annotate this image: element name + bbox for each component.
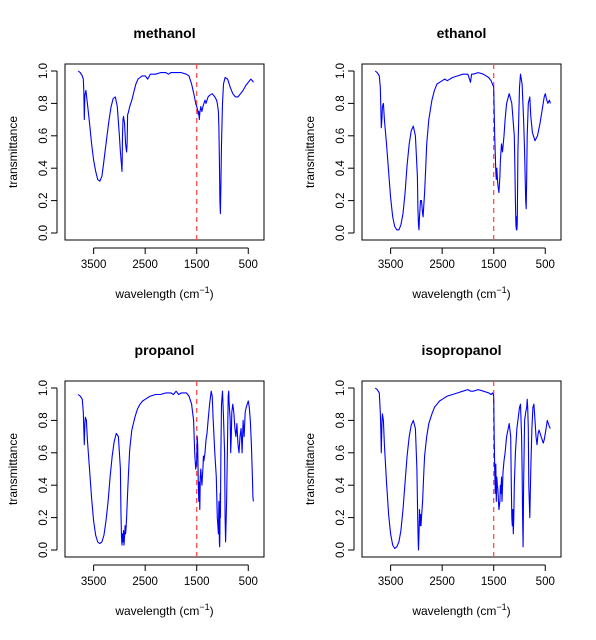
chart-panel: isopropanol 3500 2500 1500 500 0.0 0.2 0.4 0.6 0.…: [303, 342, 562, 618]
y-tick-label: 0.0: [38, 542, 50, 558]
x-axis-label-close: ): [210, 287, 214, 301]
y-tick-label: 0.0: [335, 542, 347, 558]
x-tick-label: 1500: [184, 259, 210, 271]
y-tick-label: 0.8: [38, 95, 50, 111]
y-tick-label: 0.8: [335, 95, 347, 111]
x-axis-label: wavelength (cm−1): [114, 602, 213, 618]
y-tick-label: 0.4: [38, 477, 50, 494]
x-tick-label: 2500: [132, 259, 158, 271]
y-tick-label: 0.8: [38, 412, 50, 428]
y-tick-label: 0.2: [38, 193, 50, 209]
x-tick-label: 3500: [81, 576, 107, 588]
chart-panel: ethanol 3500 2500 1500 500 0.0 0.2 0.4 0.6 0.8 1.0…: [303, 25, 562, 301]
y-tick-label: 0.0: [38, 225, 50, 241]
x-axis-label: wavelength (cm−1): [411, 285, 510, 301]
chart-panel: propanol 3500 2500 1500 500 0.0 0.2 0.4 0.6 0.8 1.…: [6, 342, 265, 618]
y-tick-label: 0.6: [38, 445, 50, 461]
x-axis-label: wavelength (cm−1): [114, 285, 213, 301]
y-axis-label: transmittance: [6, 116, 20, 188]
y-tick-label: 0.0: [335, 225, 347, 241]
plot-frame: [64, 63, 265, 241]
x-tick-label: 500: [536, 259, 555, 271]
x-axis-label-text: wavelength (cm: [114, 604, 199, 618]
y-tick-label: 0.8: [335, 412, 347, 428]
plot-frame: [64, 380, 265, 558]
x-tick-label: 500: [239, 576, 258, 588]
y-axis-label: transmittance: [303, 116, 317, 188]
x-tick-label: 1500: [184, 576, 210, 588]
chart-title: propanol: [135, 342, 195, 358]
x-axis-label-text: wavelength (cm: [411, 287, 496, 301]
y-tick-label: 1.0: [335, 63, 347, 79]
x-axis-label-close: ): [507, 604, 511, 618]
y-tick-label: 0.6: [335, 445, 347, 461]
x-tick-label: 3500: [81, 259, 107, 271]
chart-title: ethanol: [437, 25, 487, 41]
x-axis-label-superscript: −1: [496, 285, 506, 295]
y-tick-label: 1.0: [335, 380, 347, 396]
x-axis-label-superscript: −1: [496, 602, 506, 612]
y-tick-label: 1.0: [38, 380, 50, 396]
x-axis-label-text: wavelength (cm: [411, 604, 496, 618]
x-tick-label: 1500: [481, 576, 507, 588]
y-tick-label: 0.4: [335, 477, 347, 494]
x-axis-label: wavelength (cm−1): [411, 602, 510, 618]
x-tick-label: 500: [536, 576, 555, 588]
plot-frame: [361, 63, 562, 241]
x-tick-label: 500: [239, 259, 258, 271]
x-axis-label-superscript: −1: [199, 602, 209, 612]
chart-title: isopropanol: [421, 342, 501, 358]
plot-frame: [361, 380, 562, 558]
x-tick-label: 3500: [378, 576, 404, 588]
y-tick-label: 0.2: [38, 510, 50, 526]
x-axis-label-superscript: −1: [199, 285, 209, 295]
y-tick-label: 0.6: [38, 128, 50, 144]
x-tick-label: 2500: [132, 576, 158, 588]
x-tick-label: 2500: [429, 576, 455, 588]
y-axis-label: transmittance: [6, 433, 20, 505]
x-axis-label-close: ): [210, 604, 214, 618]
y-tick-label: 0.2: [335, 510, 347, 526]
x-tick-label: 2500: [429, 259, 455, 271]
chart-panel: methanol 3500 2500 1500 500 0.0 0.2 0.4 0.6 0.8 1.…: [6, 25, 265, 301]
y-tick-label: 0.4: [335, 160, 347, 177]
x-tick-label: 1500: [481, 259, 507, 271]
chart-title: methanol: [133, 25, 195, 41]
y-tick-label: 1.0: [38, 63, 50, 79]
y-tick-label: 0.4: [38, 160, 50, 177]
spectrum-line: [374, 387, 551, 551]
spectrum-line: [374, 70, 551, 231]
y-axis-label: transmittance: [303, 433, 317, 505]
y-tick-label: 0.6: [335, 128, 347, 144]
x-axis-label-close: ): [507, 287, 511, 301]
spectrum-line: [77, 390, 254, 548]
spectrum-line: [77, 70, 254, 215]
x-axis-label-text: wavelength (cm: [114, 287, 199, 301]
y-tick-label: 0.2: [335, 193, 347, 209]
x-tick-label: 3500: [378, 259, 404, 271]
